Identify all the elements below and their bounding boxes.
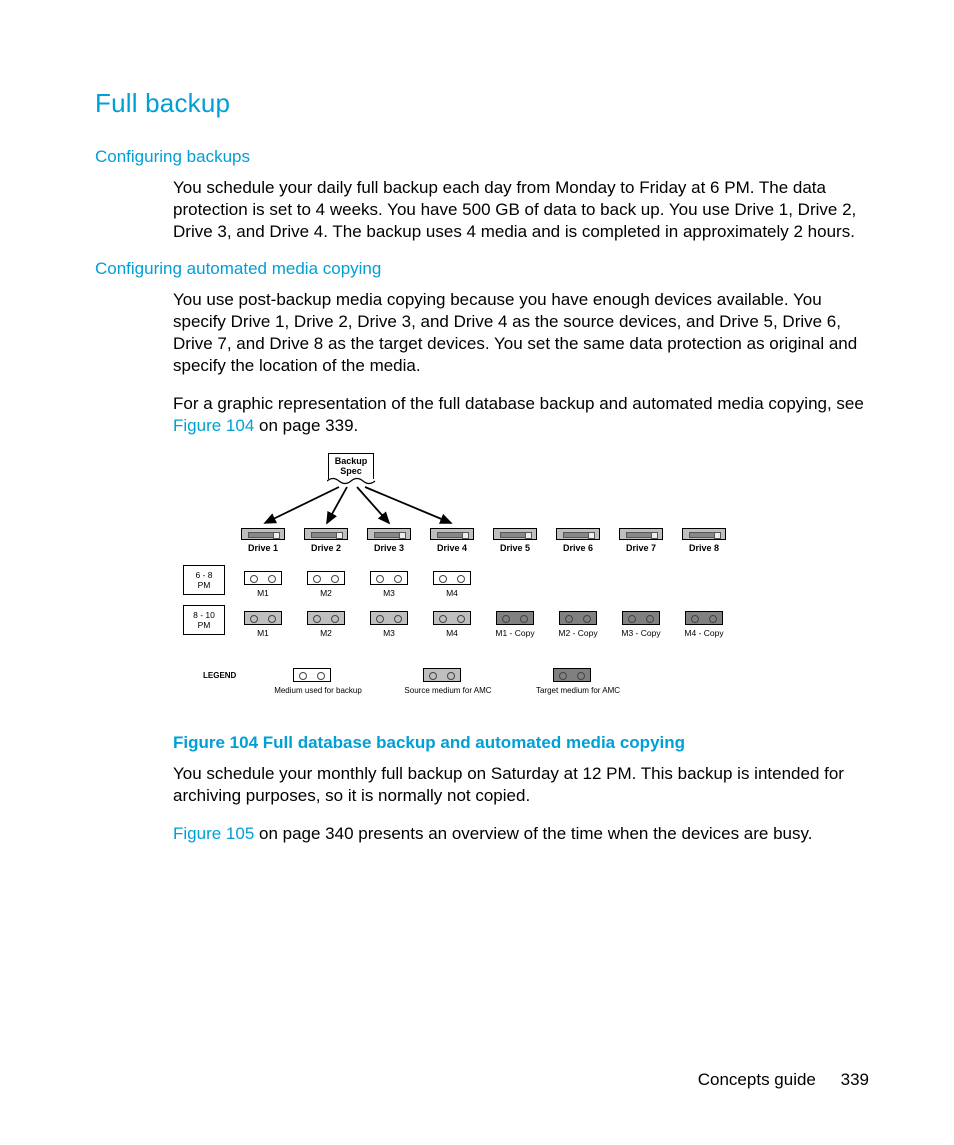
tape-label: M1 - Copy [487,628,543,638]
tape-icon [370,571,408,585]
tape-label: M2 [298,628,354,638]
text: For a graphic representation of the full… [173,394,864,413]
time-slot: 6 - 8PM [183,565,225,595]
legend-swatch [423,668,461,682]
tape-label: M2 [298,588,354,598]
text: on page 339. [254,416,358,435]
drive-icon [556,528,600,540]
tape-label: M3 [361,588,417,598]
time-slot: 8 - 10PM [183,605,225,635]
legend-text: Source medium for AMC [393,686,503,695]
figure-104-diagram: Backup Spec Drive 1Drive 2Drive 3Drive 4… [173,453,733,723]
tape-icon [559,611,597,625]
page-footer: Concepts guide 339 [698,1070,869,1090]
tape-icon [370,611,408,625]
drive-label: Drive 7 [611,543,671,553]
tape-icon [433,611,471,625]
drive-label: Drive 3 [359,543,419,553]
tape-icon [685,611,723,625]
drive-label: Drive 6 [548,543,608,553]
figure-caption-104: Figure 104 Full database backup and auto… [173,733,869,753]
drive-icon [430,528,474,540]
page-title: Full backup [95,88,869,119]
section-configuring-backups: Configuring backups [95,147,869,167]
legend-text: Target medium for AMC [523,686,633,695]
tape-label: M4 [424,628,480,638]
paragraph: For a graphic representation of the full… [173,393,869,437]
drive-icon [619,528,663,540]
legend-swatch [553,668,591,682]
tape-icon [307,571,345,585]
tape-label: M4 [424,588,480,598]
drive-icon [367,528,411,540]
tape-label: M3 - Copy [613,628,669,638]
paragraph: You schedule your daily full backup each… [173,177,869,243]
footer-label: Concepts guide [698,1070,816,1089]
tape-label: M1 [235,628,291,638]
page-number: 339 [841,1070,869,1089]
tape-label: M4 - Copy [676,628,732,638]
tape-icon [433,571,471,585]
paragraph: You schedule your monthly full backup on… [173,763,869,807]
text: on page 340 presents an overview of the … [254,824,812,843]
paragraph: Figure 105 on page 340 presents an overv… [173,823,869,845]
drive-label: Drive 1 [233,543,293,553]
paragraph: You use post-backup media copying becaus… [173,289,869,377]
drive-label: Drive 4 [422,543,482,553]
tape-icon [307,611,345,625]
tape-label: M2 - Copy [550,628,606,638]
tape-icon [244,611,282,625]
tape-icon [496,611,534,625]
figure-link-104[interactable]: Figure 104 [173,416,254,435]
tape-icon [622,611,660,625]
legend-title: LEGEND [203,671,236,680]
legend-swatch [293,668,331,682]
drive-label: Drive 5 [485,543,545,553]
tape-label: M1 [235,588,291,598]
section-configuring-amc: Configuring automated media copying [95,259,869,279]
drive-icon [304,528,348,540]
page: Full backup Configuring backups You sche… [0,0,954,845]
legend-text: Medium used for backup [263,686,373,695]
drive-label: Drive 8 [674,543,734,553]
drive-icon [241,528,285,540]
tape-icon [244,571,282,585]
drive-icon [493,528,537,540]
drive-label: Drive 2 [296,543,356,553]
figure-link-105[interactable]: Figure 105 [173,824,254,843]
drive-icon [682,528,726,540]
tape-label: M3 [361,628,417,638]
